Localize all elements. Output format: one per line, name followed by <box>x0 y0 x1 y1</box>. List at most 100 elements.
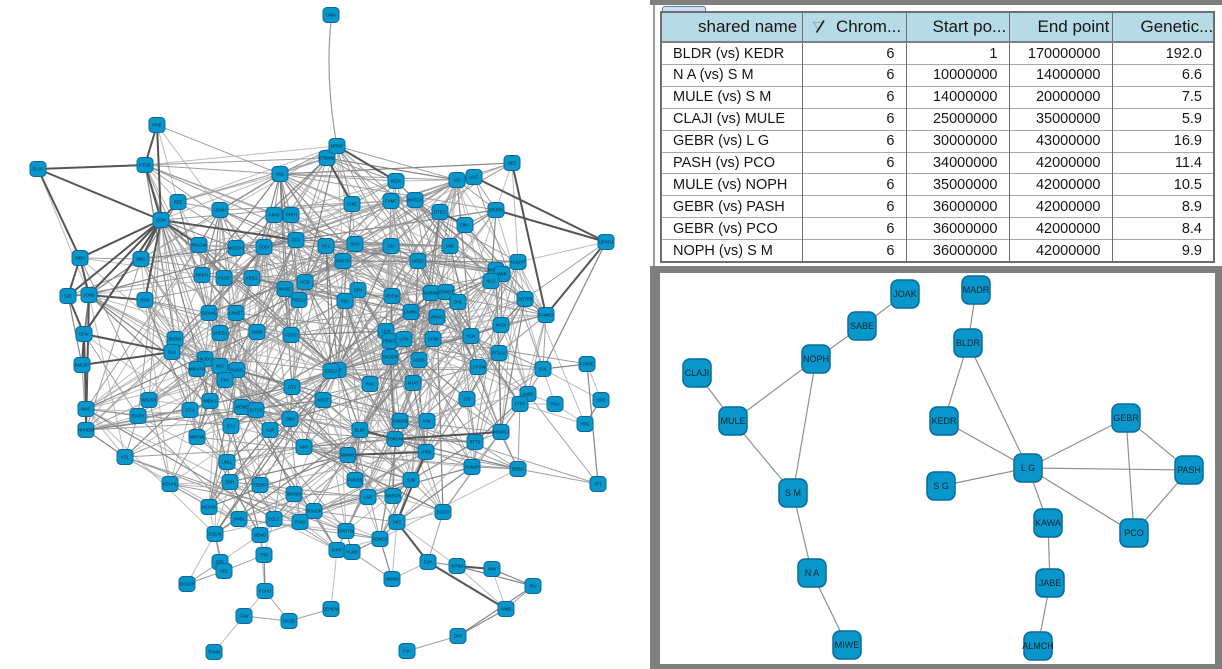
svg-text:TRN: TRN <box>260 553 269 558</box>
svg-text:DCUCR: DCUCR <box>179 582 194 587</box>
svg-text:PHTNI: PHTNI <box>386 294 399 299</box>
svg-text:GEBR: GEBR <box>1113 413 1139 423</box>
svg-text:ONTFP: ONTFP <box>336 259 350 264</box>
svg-text:MURMB: MURMB <box>423 291 439 296</box>
svg-text:AUBS: AUBS <box>413 358 425 363</box>
svg-text:AUBS: AUBS <box>522 392 534 397</box>
svg-text:INTWJ: INTWJ <box>451 564 464 569</box>
svg-text:PLKOL: PLKOL <box>230 368 244 373</box>
svg-text:FAW: FAW <box>240 614 249 619</box>
svg-text:LLHI: LLHI <box>382 329 391 334</box>
svg-text:EUH: EUH <box>424 560 433 565</box>
svg-text:NFR: NFR <box>300 445 309 450</box>
svg-text:FAWKD: FAWKD <box>539 313 554 318</box>
svg-text:MOGOU: MOGOU <box>228 246 244 251</box>
svg-text:HLW: HLW <box>467 334 476 339</box>
svg-text:CKI: CKI <box>388 244 395 249</box>
svg-text:EKH: EKH <box>226 480 235 485</box>
svg-text:MKA: MKA <box>136 257 145 262</box>
svg-text:DRJRD: DRJRD <box>489 208 503 213</box>
svg-text:GIBM: GIBM <box>252 330 263 335</box>
svg-text:NMTGH: NMTGH <box>407 198 422 203</box>
svg-text:HOD: HOD <box>300 280 309 285</box>
svg-text:WNAG: WNAG <box>430 315 443 320</box>
svg-text:TDRCW: TDRCW <box>387 437 403 442</box>
svg-text:FJKO: FJKO <box>269 213 280 218</box>
svg-text:FGSS: FGSS <box>285 333 297 338</box>
svg-text:BLDR: BLDR <box>956 338 981 348</box>
svg-text:RKKFI: RKKFI <box>196 273 208 278</box>
svg-text:PTGE: PTGE <box>139 163 151 168</box>
svg-text:BKOW: BKOW <box>169 337 182 342</box>
svg-text:OEHCW: OEHCW <box>323 607 339 612</box>
svg-text:NEE: NEE <box>508 161 517 166</box>
svg-text:GPGTW: GPGTW <box>338 529 354 534</box>
svg-text:KHL: KHL <box>423 419 432 424</box>
svg-text:KLU: KLU <box>168 350 176 355</box>
svg-text:DHL: DHL <box>454 300 463 305</box>
svg-text:BRBG: BRBG <box>512 467 524 472</box>
svg-text:UPHOJ: UPHOJ <box>599 240 613 245</box>
svg-text:L G: L G <box>1021 463 1035 473</box>
svg-text:MID: MID <box>446 244 454 249</box>
svg-text:ECLC: ECLC <box>268 517 279 522</box>
svg-text:HKC: HKC <box>393 520 402 525</box>
svg-text:SMODS: SMODS <box>392 419 408 424</box>
svg-text:CHIE: CHIE <box>347 202 357 207</box>
svg-text:FWKBS: FWKBS <box>348 478 363 483</box>
svg-text:NAOI: NAOI <box>496 323 506 328</box>
svg-text:KNL: KNL <box>276 172 285 177</box>
svg-text:ANNMI: ANNMI <box>385 577 399 582</box>
svg-text:KRICL: KRICL <box>246 276 259 281</box>
svg-text:PASH: PASH <box>1177 465 1201 475</box>
svg-text:WSHOI: WSHOI <box>287 492 301 497</box>
svg-text:TEDRP: TEDRP <box>253 483 267 488</box>
svg-text:FTRF: FTRF <box>515 402 526 407</box>
svg-text:AHKF: AHKF <box>331 548 343 553</box>
svg-text:ABMGD: ABMGD <box>372 537 387 542</box>
svg-text:BOUOP: BOUOP <box>306 509 321 514</box>
svg-text:OBH: OBH <box>285 417 294 422</box>
svg-text:JJD: JJD <box>463 397 470 402</box>
svg-text:GFA: GFA <box>292 238 301 243</box>
svg-text:ALMCH: ALMCH <box>1022 641 1054 651</box>
svg-text:HPG: HPG <box>580 422 589 427</box>
svg-text:EIAPH: EIAPH <box>132 414 145 419</box>
svg-text:SABE: SABE <box>850 321 874 331</box>
svg-text:BGDO: BGDO <box>437 510 450 515</box>
svg-text:KEDR: KEDR <box>931 416 957 426</box>
svg-text:JABE: JABE <box>1039 578 1062 588</box>
svg-text:NMNMC: NMNMC <box>340 453 356 458</box>
svg-text:ITIAU: ITIAU <box>295 520 306 525</box>
svg-text:PPIE: PPIE <box>152 123 162 128</box>
svg-text:EUL: EUL <box>539 367 548 372</box>
svg-text:EAJ: EAJ <box>227 424 235 429</box>
svg-text:KSL: KSL <box>121 455 130 460</box>
svg-text:NOPH: NOPH <box>803 354 829 364</box>
svg-text:PGU: PGU <box>550 402 559 407</box>
svg-text:RAA: RAA <box>366 382 375 387</box>
svg-text:ISJ: ISJ <box>454 178 460 183</box>
svg-text:GTJ: GTJ <box>288 385 296 390</box>
svg-text:IIWR: IIWR <box>497 272 506 277</box>
svg-text:APDK: APDK <box>420 450 432 455</box>
svg-text:MIWE: MIWE <box>835 640 860 650</box>
svg-text:MIEKS: MIEKS <box>203 399 216 404</box>
svg-text:OOTRB: OOTRB <box>518 297 533 302</box>
svg-text:AUP: AUP <box>266 428 275 433</box>
svg-text:LRUET: LRUET <box>229 311 243 316</box>
svg-text:UDHH: UDHH <box>214 208 226 213</box>
svg-text:MUC: MUC <box>81 407 91 412</box>
svg-text:OJSJK: OJSJK <box>208 532 221 537</box>
svg-text:STK: STK <box>216 560 224 565</box>
svg-text:WBH: WBH <box>75 256 85 261</box>
svg-text:BLBP: BLBP <box>355 428 366 433</box>
svg-text:RTTS: RTTS <box>470 440 481 445</box>
svg-text:TRRTI: TRRTI <box>285 213 297 218</box>
svg-text:HRDC: HRDC <box>412 259 424 264</box>
svg-text:WMB: WMB <box>501 607 511 612</box>
svg-text:S G: S G <box>933 481 949 491</box>
svg-text:CFIM: CFIM <box>428 337 439 342</box>
svg-text:N A: N A <box>805 568 820 578</box>
svg-text:UBL: UBL <box>220 569 229 574</box>
